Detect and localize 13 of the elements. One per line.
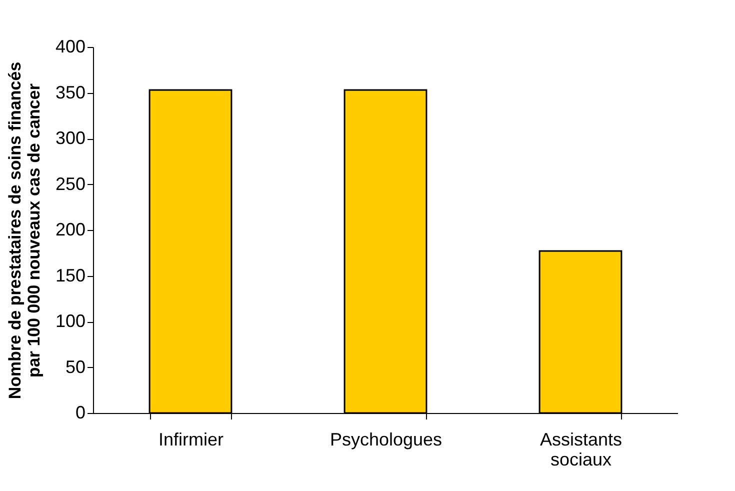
y-tick-label: 150 — [55, 265, 86, 286]
y-tick-label: 300 — [55, 128, 86, 148]
y-tick-label: 100 — [55, 311, 86, 331]
x-tick-label: Psychologues — [330, 430, 442, 450]
y-tick-label: 350 — [55, 82, 86, 102]
y-tick-label: 200 — [55, 220, 86, 240]
y-tick-label: 0 — [75, 402, 86, 422]
y-axis-title: Nombre de prestataires de soins financés par 100 000 nouveaux cas de cancer — [5, 62, 44, 400]
x-tick-label: Assistants sociaux — [540, 430, 622, 470]
y-tick-label: 250 — [55, 174, 86, 194]
y-tick-label: 400 — [55, 36, 86, 56]
x-tick-label: Infirmier — [158, 430, 224, 450]
y-tick-label: 50 — [65, 356, 86, 377]
